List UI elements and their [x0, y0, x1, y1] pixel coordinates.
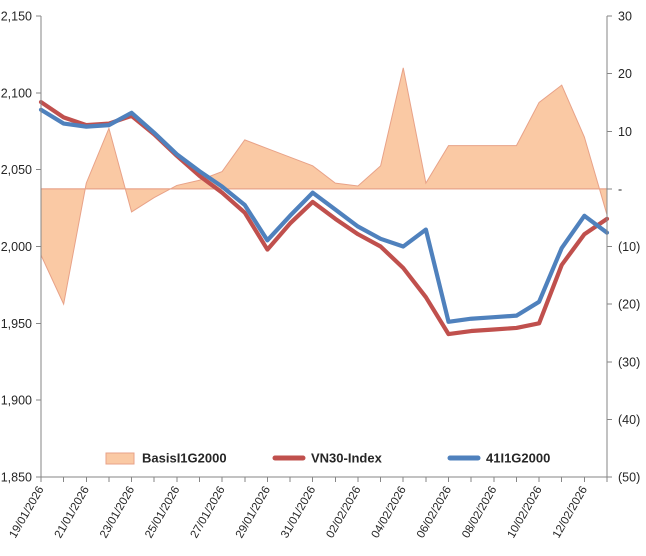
legend-label: 41I1G2000 — [486, 451, 550, 466]
secondary-tick-label: (50) — [618, 471, 640, 485]
primary-tick-label: 1,950 — [1, 317, 32, 331]
primary-tick-label: 2,100 — [1, 86, 32, 100]
series-layer — [38, 67, 610, 337]
legend-label: BasisI1G2000 — [142, 451, 227, 466]
series-area-basis — [40, 67, 608, 306]
primary-tick-label: 2,000 — [1, 240, 32, 254]
axis-layer — [36, 15, 612, 482]
legend-item-1[interactable]: VN30-Index — [272, 451, 383, 466]
secondary-tick-label: - — [618, 182, 622, 196]
secondary-tick-label: 30 — [618, 10, 632, 24]
secondary-tick-label: (30) — [618, 355, 640, 369]
primary-tick-label: 1,900 — [1, 394, 32, 408]
legend-item-0[interactable]: BasisI1G2000 — [105, 451, 227, 466]
secondary-tick-label: (10) — [618, 240, 640, 254]
primary-tick-label: 2,050 — [1, 163, 32, 177]
secondary-tick-label: (20) — [618, 298, 640, 312]
legend-area-swatch-icon — [105, 452, 135, 465]
secondary-tick-label: (40) — [618, 413, 640, 427]
secondary-tick-label: 10 — [618, 125, 632, 139]
secondary-tick-label: 20 — [618, 67, 632, 81]
primary-tick-label: 1,850 — [1, 471, 32, 485]
chart-legend[interactable]: BasisI1G2000 VN30-Index 41I1G2000 — [105, 451, 550, 466]
series-line-vn30 — [38, 99, 610, 337]
legend-item-2[interactable]: 41I1G2000 — [447, 451, 550, 466]
primary-tick-label: 2,150 — [1, 10, 32, 24]
legend-label: VN30-Index — [311, 451, 383, 466]
series-line-f41 — [38, 107, 610, 324]
